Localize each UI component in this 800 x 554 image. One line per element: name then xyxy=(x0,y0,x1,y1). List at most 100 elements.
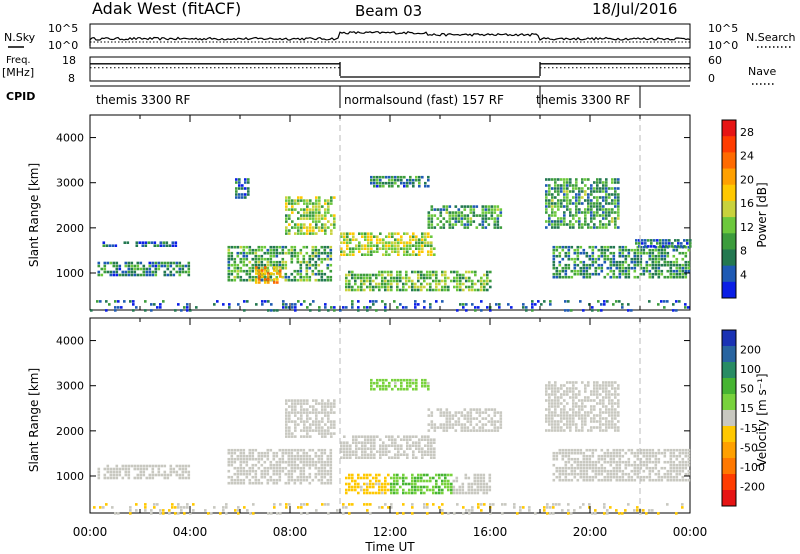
heatmap-cell xyxy=(687,248,691,252)
heatmap-cell xyxy=(327,405,330,408)
heatmap-cell xyxy=(663,251,667,255)
heatmap-cell xyxy=(438,279,441,283)
heatmap-cell xyxy=(564,475,568,479)
heatmap-cell xyxy=(369,273,372,277)
heatmap-cell xyxy=(627,266,631,270)
heatmap-cell xyxy=(584,220,587,223)
heatmap-cell xyxy=(300,435,303,438)
heatmap-cell xyxy=(288,432,291,435)
heatmap-cell xyxy=(651,454,655,458)
heatmap-cell xyxy=(236,254,240,258)
heatmap-cell xyxy=(675,266,679,270)
heatmap-cell xyxy=(566,381,569,384)
heatmap-cell xyxy=(439,208,443,211)
heatmap-cell xyxy=(617,214,620,217)
heatmap-cell xyxy=(269,448,273,452)
heatmap-cell xyxy=(135,306,138,309)
heatmap-cell xyxy=(376,381,379,385)
heatmap-cell xyxy=(488,479,492,483)
heatmap-cell xyxy=(581,223,584,226)
heatmap-cell xyxy=(180,309,183,312)
heatmap-cell xyxy=(378,479,381,483)
heatmap-cell xyxy=(306,503,309,506)
heatmap-cell xyxy=(448,220,452,223)
heatmap-cell xyxy=(427,217,431,220)
heatmap-cell xyxy=(272,472,276,476)
heatmap-cell xyxy=(267,275,270,278)
heatmap-cell xyxy=(327,411,330,414)
heatmap-cell xyxy=(242,451,246,455)
heatmap-cell xyxy=(376,238,379,241)
heatmap-cell xyxy=(239,454,243,458)
heatmap-cell xyxy=(657,478,661,482)
heatmap-cell xyxy=(290,475,294,479)
heatmap-cell xyxy=(305,278,309,282)
heatmap-cell xyxy=(594,475,598,479)
heatmap-cell xyxy=(309,217,312,220)
heatmap-cell xyxy=(456,288,459,292)
heatmap-cell xyxy=(573,448,577,452)
heatmap-cell xyxy=(587,399,590,402)
heatmap-cell xyxy=(609,451,613,455)
heatmap-cell xyxy=(314,466,318,470)
heatmap-cell xyxy=(237,506,240,509)
heatmap-cell xyxy=(554,223,557,226)
heatmap-cell xyxy=(677,239,680,242)
heatmap-cell xyxy=(417,476,420,480)
heatmap-cell xyxy=(142,264,146,268)
heatmap-cell xyxy=(612,254,616,258)
heatmap-cell xyxy=(254,248,258,252)
heatmap-cell xyxy=(484,211,488,214)
heatmap-cell xyxy=(430,453,433,456)
heatmap-cell xyxy=(333,217,336,220)
heatmap-cell xyxy=(106,261,110,265)
heatmap-cell xyxy=(294,199,297,202)
heatmap-cell xyxy=(300,411,303,414)
heatmap-cell xyxy=(475,423,479,426)
heatmap-cell xyxy=(651,478,655,482)
heatmap-cell xyxy=(600,472,604,476)
x-tick-label: 12:00 xyxy=(373,525,408,539)
heatmap-cell xyxy=(660,248,664,252)
heatmap-cell xyxy=(581,190,584,193)
heatmap-cell xyxy=(290,466,294,470)
heatmap-cell xyxy=(269,257,273,261)
heatmap-cell xyxy=(415,178,418,182)
heatmap-cell xyxy=(381,276,384,280)
heatmap-cell xyxy=(263,460,267,464)
heatmap-cell xyxy=(352,253,355,256)
heatmap-cell xyxy=(427,250,430,253)
heatmap-cell xyxy=(605,393,608,396)
heatmap-cell xyxy=(558,478,562,482)
heatmap-cell xyxy=(367,453,370,456)
heatmap-cell xyxy=(181,464,185,468)
heatmap-cell xyxy=(236,251,240,255)
heatmap-cell xyxy=(297,399,300,402)
heatmap-cell xyxy=(600,309,603,312)
heatmap-cell xyxy=(384,279,387,283)
heatmap-cell xyxy=(627,263,631,267)
heatmap-cell xyxy=(605,381,608,384)
heatmap-cell xyxy=(258,275,261,278)
heatmap-cell xyxy=(584,417,587,420)
heatmap-cell xyxy=(329,454,333,458)
heatmap-cell xyxy=(385,444,388,447)
heatmap-cell xyxy=(681,272,685,276)
heatmap-cell xyxy=(114,512,117,515)
heatmap-cell xyxy=(393,476,396,480)
heatmap-cell xyxy=(321,432,324,435)
heatmap-cell xyxy=(210,512,213,515)
heatmap-cell xyxy=(168,244,172,247)
heatmap-cell xyxy=(560,223,563,226)
heatmap-cell xyxy=(390,503,393,506)
heatmap-cell xyxy=(272,251,276,255)
heatmap-cell xyxy=(576,269,580,273)
heatmap-cell xyxy=(412,181,415,185)
heatmap-cell xyxy=(477,506,480,509)
heatmap-cell xyxy=(278,469,282,473)
heatmap-cell xyxy=(269,466,273,470)
heatmap-cell xyxy=(618,254,622,258)
heatmap-cell xyxy=(294,405,297,408)
heatmap-cell xyxy=(480,276,483,280)
heatmap-cell xyxy=(590,208,593,211)
